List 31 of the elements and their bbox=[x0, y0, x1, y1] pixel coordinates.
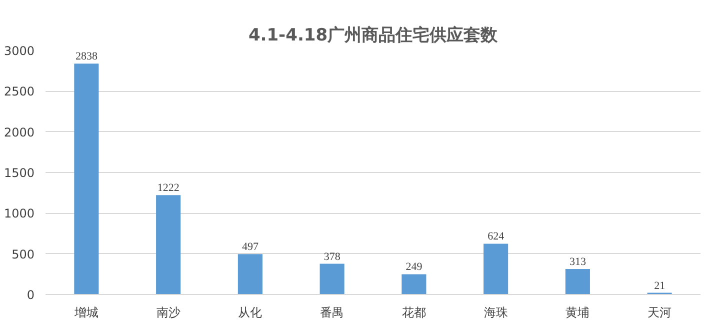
y-tick-label: 0 bbox=[26, 288, 35, 302]
x-tick-label: 海珠 bbox=[484, 306, 508, 320]
bar bbox=[238, 254, 262, 294]
data-label: 1222 bbox=[157, 182, 180, 194]
data-label: 2838 bbox=[75, 50, 98, 63]
data-label: 21 bbox=[654, 280, 666, 292]
bar bbox=[484, 244, 508, 294]
x-tick-label: 天河 bbox=[648, 306, 672, 320]
bar bbox=[320, 264, 344, 294]
chart-title: 4.1-4.18广州商品住宅供应套数 bbox=[248, 26, 499, 46]
x-tick-label: 番禺 bbox=[320, 306, 344, 320]
bar bbox=[402, 274, 426, 294]
bar bbox=[74, 64, 99, 294]
y-tick-label: 1000 bbox=[4, 206, 35, 221]
y-tick-label: 2000 bbox=[4, 125, 35, 140]
data-label: 249 bbox=[406, 261, 423, 274]
y-tick-label: 3000 bbox=[4, 44, 35, 58]
bar bbox=[565, 269, 590, 294]
bar bbox=[156, 195, 181, 294]
data-label: 624 bbox=[488, 230, 505, 243]
y-tick-label: 1500 bbox=[4, 166, 35, 180]
x-tick-label: 从化 bbox=[238, 306, 262, 320]
y-tick-label: 500 bbox=[12, 247, 34, 262]
y-tick-label: 2500 bbox=[4, 84, 35, 99]
data-label: 313 bbox=[569, 256, 586, 268]
data-label: 497 bbox=[242, 241, 259, 254]
data-label: 378 bbox=[324, 250, 341, 263]
x-tick-label: 南沙 bbox=[156, 306, 180, 320]
x-tick-label: 黄埔 bbox=[566, 306, 590, 320]
x-tick-label: 花都 bbox=[402, 306, 426, 320]
x-tick-label: 增城 bbox=[73, 306, 98, 320]
